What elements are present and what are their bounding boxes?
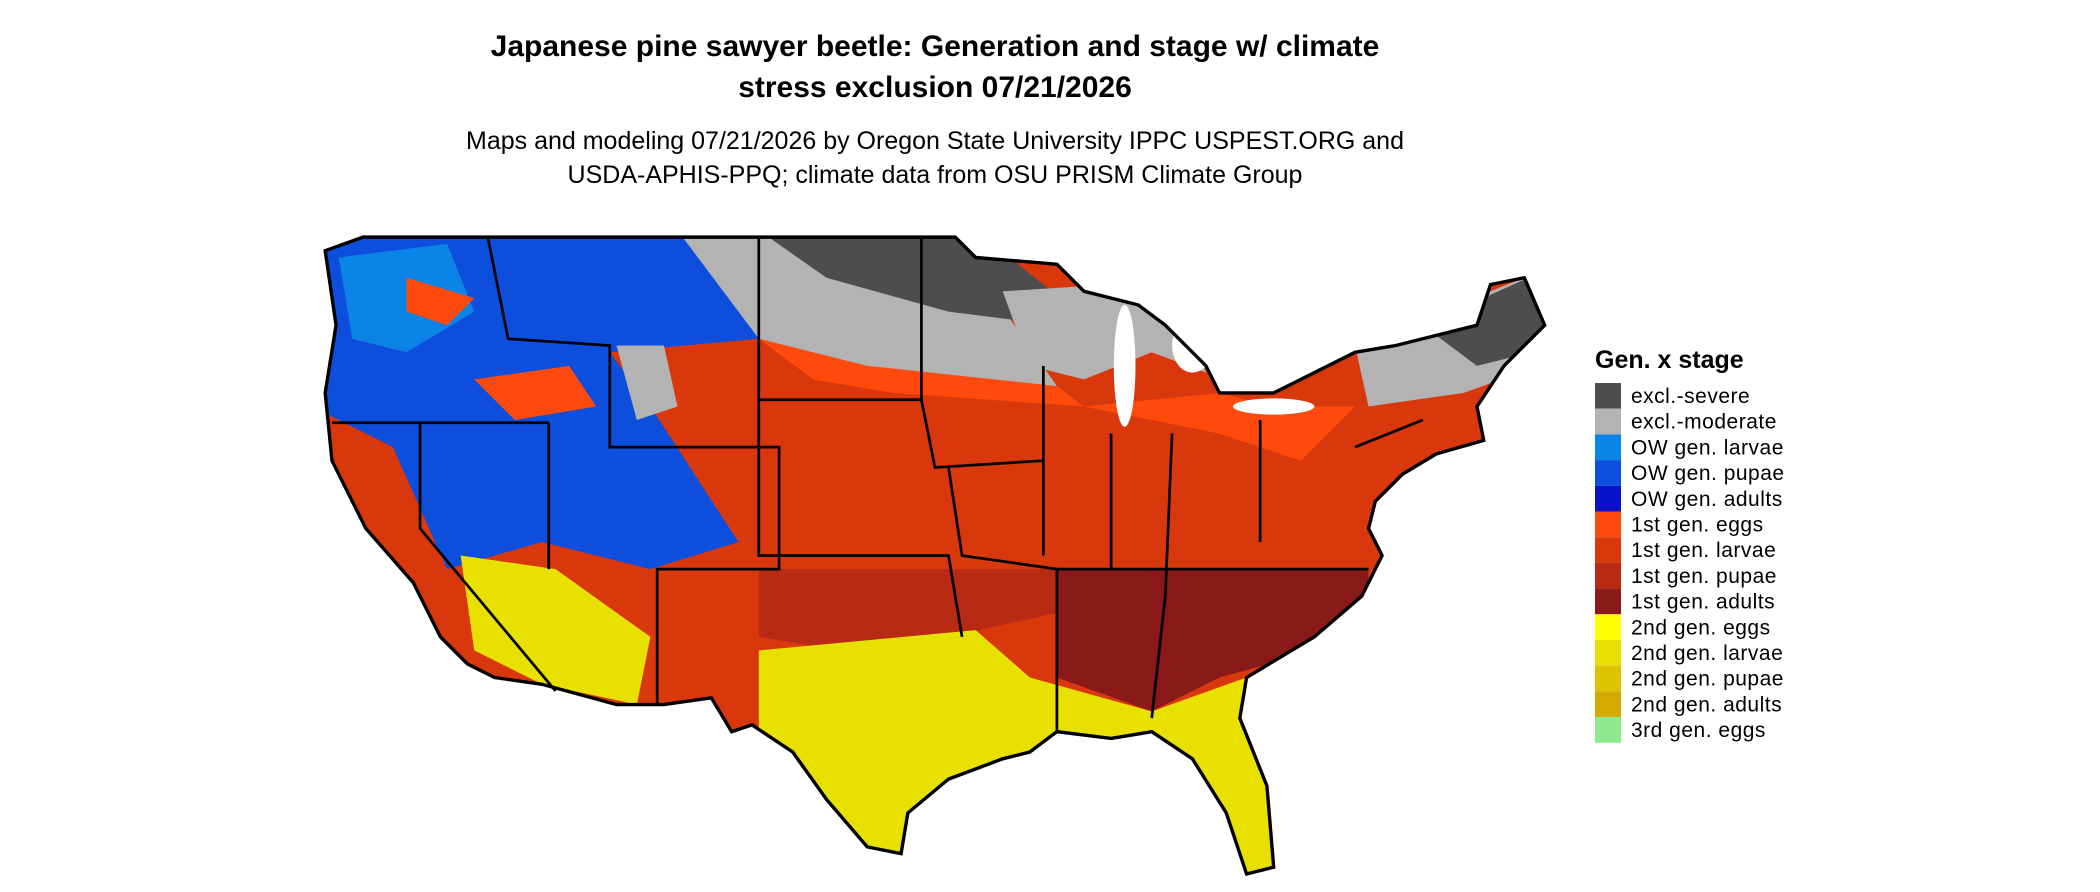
legend-swatch (1595, 383, 1621, 409)
country-border (323, 235, 1547, 876)
subtitle: USDA-APHIS-PPQ; climate data from OSU PR… (568, 161, 1303, 189)
legend-swatch (1595, 537, 1621, 563)
legend-swatch (1595, 640, 1621, 666)
region (1422, 264, 1545, 366)
legend-label: 2nd gen. larvae (1631, 642, 1783, 665)
legend-label: 1st gen. eggs (1631, 514, 1764, 537)
legend-swatch (1595, 717, 1621, 743)
legend-label: 2nd gen. adults (1631, 693, 1782, 716)
legend-label: 3rd gen. eggs (1631, 719, 1766, 742)
region (1056, 569, 1369, 712)
legend-swatch (1595, 485, 1621, 512)
lake (1172, 318, 1213, 373)
region (460, 555, 651, 705)
region (616, 345, 678, 421)
legend-label: 2nd gen. pupae (1631, 668, 1784, 691)
legend-label: 1st gen. adults (1631, 591, 1775, 614)
lake (1113, 304, 1136, 427)
lake (1233, 398, 1315, 415)
legend-swatch (1595, 408, 1621, 435)
legend-swatch (1595, 511, 1621, 538)
legend-label: OW gen. larvae (1631, 436, 1784, 459)
legend-swatch (1595, 588, 1621, 615)
title: Japanese pine sawyer beetle: Generation … (491, 30, 1380, 63)
state-borders (331, 236, 1424, 732)
legend-label: OW gen. pupae (1631, 462, 1785, 485)
map (323, 235, 1547, 876)
legend-label: 2nd gen. eggs (1631, 616, 1771, 639)
legend-swatch (1595, 562, 1621, 589)
subtitle: Maps and modeling 07/21/2026 by Oregon S… (466, 127, 1404, 155)
legend-label: excl.-severe (1631, 385, 1750, 408)
legend-swatch (1595, 614, 1621, 640)
legend-label: excl.-moderate (1631, 411, 1777, 434)
legend-title: Gen. x stage (1595, 346, 1744, 374)
legend-swatch (1595, 434, 1621, 461)
legend-label: 1st gen. pupae (1631, 565, 1777, 588)
legend-label: 1st gen. larvae (1631, 539, 1776, 562)
legend-label: OW gen. adults (1631, 488, 1783, 511)
legend-swatch (1595, 460, 1621, 486)
region (758, 338, 1355, 461)
region (474, 365, 597, 421)
legend-swatch (1595, 691, 1621, 718)
title: stress exclusion 07/21/2026 (738, 71, 1132, 104)
region (758, 569, 1071, 651)
legend-swatch (1595, 665, 1621, 692)
region (406, 277, 475, 326)
